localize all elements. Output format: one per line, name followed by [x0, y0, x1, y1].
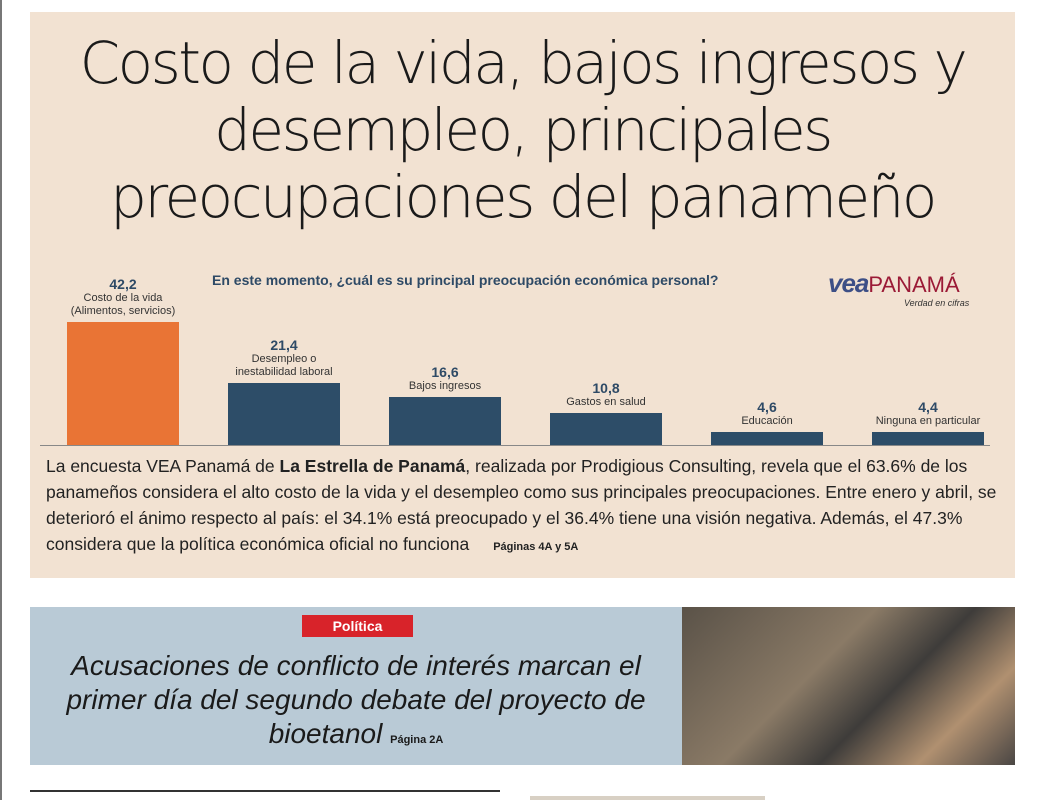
- politics-headline[interactable]: Acusaciones de conflicto de interés marc…: [66, 650, 646, 749]
- bar: [389, 396, 501, 445]
- value-label: 42,2: [109, 275, 137, 292]
- category-label: Gastos en salud: [566, 396, 646, 409]
- category-label: Bajos ingresos: [408, 379, 482, 392]
- vea-panama-logo: veaPANAMÁ Verdad en cifras: [828, 268, 970, 308]
- value-label: 21,4: [270, 336, 298, 353]
- chart-title: En este momento, ¿cuál es su principal p…: [212, 272, 719, 288]
- bar: [67, 321, 179, 445]
- category-label: Costo de la vida: [83, 291, 163, 304]
- bar-chart: 42,2 Costo de la vida (Alimentos, servicio…: [30, 252, 1015, 452]
- politics-story[interactable]: Política Acusaciones de conflicto de int…: [30, 607, 682, 765]
- headline-line: Costo de la vida, bajos ingresos y: [79, 29, 968, 97]
- section-tag: Política: [302, 615, 413, 637]
- value-label: 4,6: [757, 398, 777, 415]
- bar-label: 4,6 Educación: [682, 399, 852, 428]
- bar-label: 4,4 Ninguna en particular: [843, 399, 1013, 428]
- category-label: (Alimentos, servicios): [70, 304, 176, 317]
- lead-story: Costo de la vida, bajos ingresos y desem…: [30, 12, 1015, 578]
- bar: [872, 432, 984, 445]
- page-reference[interactable]: Páginas 4A y 5A: [493, 541, 579, 553]
- bar: [228, 382, 340, 445]
- bar-label: 42,2 Costo de la vida (Alimentos, servicio…: [38, 276, 208, 318]
- category-label: Desempleo o: [251, 352, 317, 365]
- bar-label: 16,6 Bajos ingresos: [360, 364, 530, 393]
- chart-baseline: [40, 445, 990, 446]
- headline-line: preocupaciones del panameño: [110, 163, 937, 231]
- headline[interactable]: Costo de la vida, bajos ingresos y desem…: [30, 30, 1015, 231]
- summary-text: La encuesta VEA Panamá de La Estrella de…: [46, 456, 997, 554]
- next-article-box: [530, 796, 765, 800]
- assembly-photo: [682, 607, 1015, 765]
- category-label: Educación: [741, 414, 793, 427]
- bar: [550, 413, 662, 445]
- bar: [711, 431, 823, 445]
- page-reference: Página 2A: [390, 734, 444, 746]
- bar-label: 21,4 Desempleo o inestabilidad laboral: [199, 337, 369, 379]
- value-label: 10,8: [592, 380, 620, 397]
- next-article: [30, 790, 500, 800]
- page-border: [0, 0, 2, 800]
- category-label: inestabilidad laboral: [235, 365, 333, 378]
- value-label: 16,6: [431, 363, 459, 380]
- headline-line: desempleo, principales: [214, 96, 833, 164]
- value-label: 4,4: [918, 399, 938, 416]
- category-label: Ninguna en particular: [875, 415, 981, 428]
- bar-label: 10,8 Gastos en salud: [521, 380, 691, 409]
